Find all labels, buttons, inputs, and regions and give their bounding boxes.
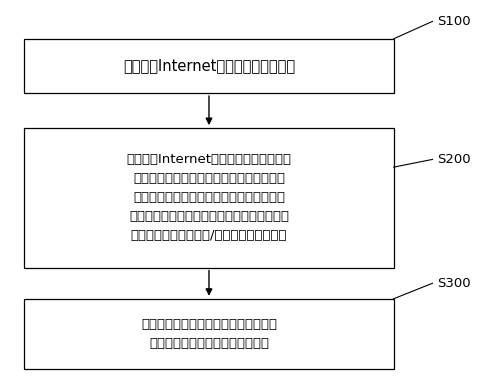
- Text: 根据检测分析的结果生成相应的检测报
告，并将所述检测报告输出显示。: 根据检测分析的结果生成相应的检测报 告，并将所述检测报告输出显示。: [141, 318, 277, 350]
- FancyBboxPatch shape: [24, 128, 394, 268]
- FancyBboxPatch shape: [24, 39, 394, 93]
- Text: 定期抓取Internet网站页面内容并存储: 定期抓取Internet网站页面内容并存储: [123, 59, 295, 73]
- Text: 对所抓取Internet网站页面内容按预定的
规则进行木马检测分析，敏感文字检测分析
，敏感图片检测分析，目录变更检测分析，
主机信息审计检测分析，断链／坏链检: 对所抓取Internet网站页面内容按预定的 规则进行木马检测分析，敏感文字检测…: [126, 153, 292, 242]
- FancyBboxPatch shape: [24, 299, 394, 369]
- Text: S300: S300: [437, 277, 471, 290]
- Text: S200: S200: [437, 153, 471, 166]
- Text: S100: S100: [437, 15, 471, 28]
